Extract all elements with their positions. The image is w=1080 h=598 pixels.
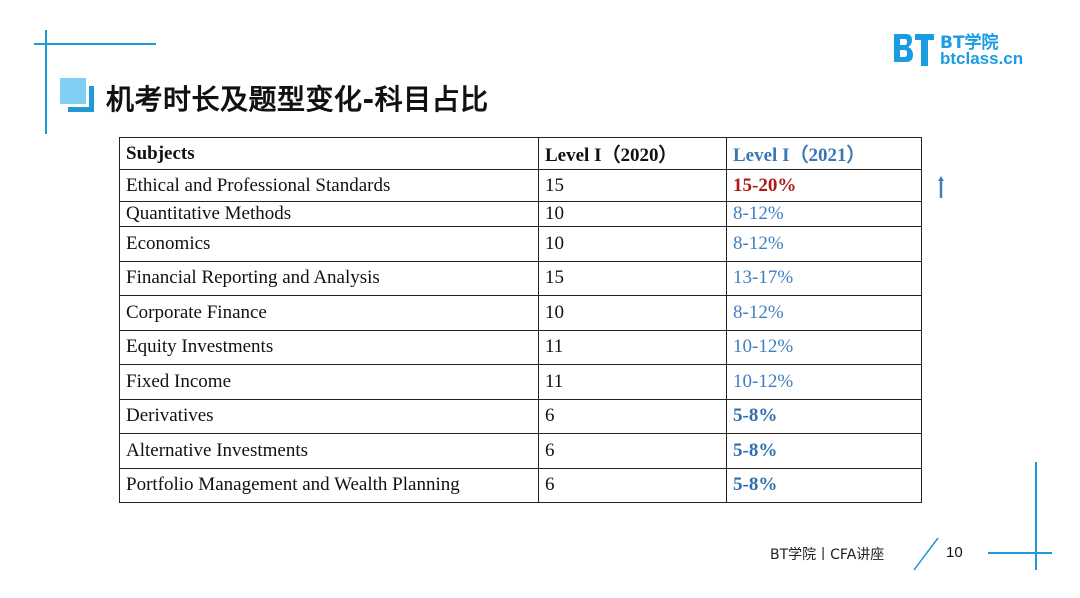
value-2021-cell: 8-12% <box>726 295 922 331</box>
value-2020-cell: 10 <box>538 295 727 331</box>
value-2020-cell: 6 <box>538 433 727 469</box>
value-2020-cell: 11 <box>538 329 727 365</box>
value-2020-cell: 15 <box>538 169 727 202</box>
decorative-line-vertical-bottom-right <box>1035 462 1037 570</box>
table-row: Ethical and Professional Standards 15 15… <box>119 169 922 202</box>
table-row: Financial Reporting and Analysis 15 13-1… <box>119 260 922 296</box>
decorative-line-horizontal-bottom-right <box>988 552 1052 554</box>
footer-label: BT学院丨CFA讲座 <box>770 547 885 563</box>
value-2021-cell: 10-12% <box>726 329 922 365</box>
brand-logo: BT学院 btclass.cn <box>892 28 1032 72</box>
table-row: Alternative Investments 6 5-8% <box>119 433 922 469</box>
subject-cell: Ethical and Professional Standards <box>119 169 539 202</box>
value-2021-cell: 8-12% <box>726 201 922 227</box>
footer-divider <box>913 537 939 571</box>
bt-logo-icon <box>894 34 934 66</box>
table-row: Derivatives 6 5-8% <box>119 398 922 434</box>
table-header-row: Subjects Level I（2020） Level I（2021） <box>119 137 922 170</box>
header-subjects: Subjects <box>119 137 539 170</box>
logo-domain: btclass.cn <box>940 49 1024 68</box>
page-title: 机考时长及题型变化-科目占比 <box>106 83 489 116</box>
value-2020-cell: 10 <box>538 201 727 227</box>
subject-cell: Alternative Investments <box>119 433 539 469</box>
value-2021-cell: 5-8% <box>726 467 922 503</box>
value-2020-cell: 10 <box>538 226 727 262</box>
table-row: Economics 10 8-12% <box>119 226 922 262</box>
table-row: Quantitative Methods 10 8-12% <box>119 201 922 227</box>
header-level1-2021: Level I（2021） <box>726 137 922 170</box>
logo-name-cn: BT学院 <box>940 33 999 53</box>
subject-cell: Equity Investments <box>119 329 539 365</box>
title-square-icon <box>60 78 96 112</box>
value-2021-cell: 15-20% <box>726 169 922 202</box>
subject-cell: Corporate Finance <box>119 295 539 331</box>
subject-cell: Economics <box>119 226 539 262</box>
value-2020-cell: 11 <box>538 364 727 400</box>
header-level1-2020: Level I（2020） <box>538 137 727 170</box>
subject-cell: Derivatives <box>119 398 539 434</box>
table-row: Portfolio Management and Wealth Planning… <box>119 467 922 503</box>
decorative-line-vertical-top-left <box>45 30 47 134</box>
value-2020-cell: 6 <box>538 467 727 503</box>
subject-cell: Quantitative Methods <box>119 201 539 227</box>
decorative-line-horizontal-top-left <box>34 43 156 45</box>
page-number: 10 <box>946 544 963 561</box>
value-2020-cell: 6 <box>538 398 727 434</box>
value-2021-cell: 13-17% <box>726 260 922 296</box>
table-row: Equity Investments 11 10-12% <box>119 329 922 365</box>
table-row: Fixed Income 11 10-12% <box>119 364 922 400</box>
table-row: Corporate Finance 10 8-12% <box>119 295 922 331</box>
value-2021-cell: 5-8% <box>726 433 922 469</box>
value-2021-cell: 8-12% <box>726 226 922 262</box>
value-2021-cell: 5-8% <box>726 398 922 434</box>
subject-weight-table: Subjects Level I（2020） Level I（2021） Eth… <box>119 137 922 503</box>
subject-cell: Financial Reporting and Analysis <box>119 260 539 296</box>
subject-cell: Portfolio Management and Wealth Planning <box>119 467 539 503</box>
subject-cell: Fixed Income <box>119 364 539 400</box>
up-arrow-icon <box>938 176 944 198</box>
value-2020-cell: 15 <box>538 260 727 296</box>
value-2021-cell: 10-12% <box>726 364 922 400</box>
